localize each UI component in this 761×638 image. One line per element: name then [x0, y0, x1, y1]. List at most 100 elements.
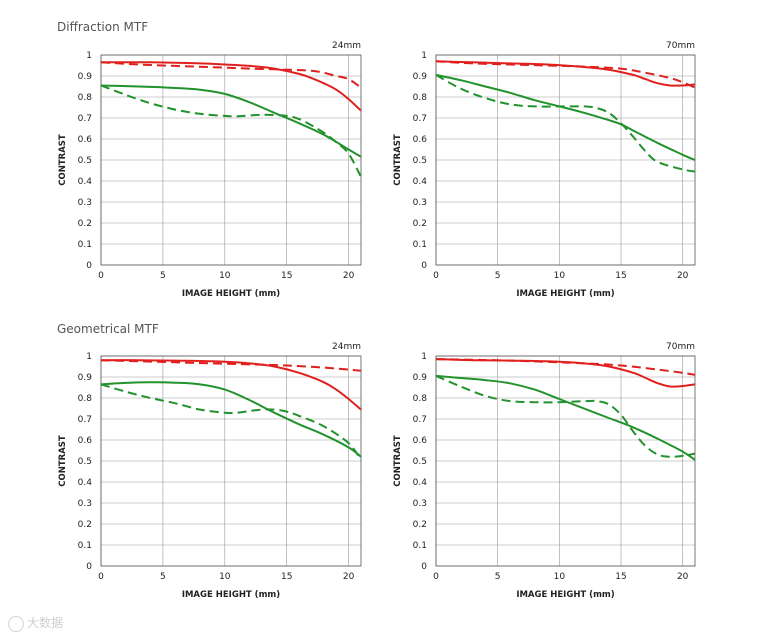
x-tick-label: 5 [160, 271, 166, 281]
mtf-chart-4: 00.10.20.30.40.50.60.70.80.910 5 10 15 20IMA… [393, 342, 696, 600]
y-tick-label: 0.5 [413, 457, 427, 467]
y-tick-label: 0.7 [413, 415, 427, 425]
series-line-green-dashed [435, 74, 696, 173]
y-tick-label: 0.3 [78, 198, 92, 208]
x-tick-label: 10 [219, 572, 231, 582]
y-tick-label: 0.7 [413, 114, 427, 124]
y-tick-label: 0.1 [78, 541, 92, 551]
series-line-red-dashed [435, 358, 696, 376]
y-tick-label: 0.5 [78, 156, 92, 166]
watermark-text: 大数据 [27, 616, 64, 630]
y-tick-label: 0.4 [413, 177, 428, 187]
x-tick-label: 15 [615, 572, 626, 582]
y-tick-label: 0.1 [413, 240, 427, 250]
y-tick-label: 0.3 [413, 198, 427, 208]
y-tick-label: 1 [421, 51, 427, 61]
y-tick-label: 0 [421, 562, 427, 572]
y-tick-label: 0.5 [413, 156, 427, 166]
series-line-red-solid [435, 60, 696, 87]
x-tick-label: 5 [495, 572, 501, 582]
y-tick-label: 0 [421, 261, 427, 271]
x-tick-label: 15 [281, 271, 292, 281]
y-tick-label: 0 [86, 562, 92, 572]
y-tick-label: 0.3 [78, 499, 92, 509]
watermark: 大数据 [8, 614, 63, 632]
plot-frame [100, 54, 362, 266]
y-tick-label: 0.8 [413, 394, 428, 404]
y-tick-label: 0.8 [78, 93, 93, 103]
y-axis-label: CONTRAST [58, 134, 68, 186]
y-tick-label: 1 [86, 352, 92, 362]
y-tick-label: 0.6 [78, 135, 93, 145]
y-tick-label: 0.6 [78, 436, 93, 446]
x-tick-label: 5 [495, 271, 501, 281]
x-tick-label: 0 [98, 572, 104, 582]
focal-length-label: 24mm [332, 41, 361, 51]
y-tick-label: 0 [86, 261, 92, 271]
y-axis-label: CONTRAST [393, 134, 403, 186]
x-axis-label: IMAGE HEIGHT (mm) [516, 289, 614, 299]
series-line-red-solid [101, 61, 362, 112]
y-tick-label: 1 [86, 51, 92, 61]
y-tick-label: 0.2 [78, 520, 92, 530]
x-tick-label: 20 [677, 572, 689, 582]
x-axis-label: IMAGE HEIGHT (mm) [182, 289, 280, 299]
series-line-red-solid [100, 359, 362, 411]
x-tick-label: 15 [615, 271, 626, 281]
plot-frame [100, 355, 362, 567]
y-tick-label: 0.9 [413, 373, 428, 383]
mtf-chart-1: 00.10.20.30.40.50.60.70.80.910 5 10 15 20IMA… [58, 41, 362, 299]
series-line-green-solid [100, 381, 362, 458]
y-tick-label: 0.1 [413, 541, 427, 551]
y-tick-label: 0.4 [78, 177, 93, 187]
y-axis-label: CONTRAST [58, 435, 68, 487]
y-tick-label: 0.2 [78, 219, 92, 229]
mtf-chart-3: 00.10.20.30.40.50.60.70.80.910 5 10 15 20IMA… [58, 342, 362, 600]
x-tick-label: 0 [433, 271, 439, 281]
x-axis-label: IMAGE HEIGHT (mm) [182, 590, 280, 600]
focal-length-label: 70mm [666, 342, 695, 352]
watermark-logo-icon [8, 615, 24, 632]
series-line-red-dashed [435, 60, 696, 89]
series-line-red-dashed [100, 359, 362, 372]
y-tick-label: 0.4 [413, 478, 428, 488]
y-tick-label: 0.5 [78, 457, 92, 467]
y-tick-label: 0.7 [78, 415, 92, 425]
x-tick-label: 0 [433, 572, 439, 582]
x-tick-label: 20 [343, 572, 355, 582]
y-tick-label: 0.9 [78, 72, 93, 82]
y-tick-label: 0.2 [413, 520, 427, 530]
x-tick-label: 10 [554, 271, 566, 281]
y-tick-label: 0.6 [413, 436, 428, 446]
mtf-chart-2: 00.10.20.30.40.50.60.70.80.910 5 10 15 20IMA… [393, 41, 696, 299]
x-tick-label: 10 [219, 271, 231, 281]
y-axis-label: CONTRAST [393, 435, 403, 487]
plot-frame [435, 355, 696, 567]
series-line-green-dashed [100, 84, 362, 178]
x-tick-label: 5 [160, 572, 166, 582]
y-tick-label: 0.6 [413, 135, 428, 145]
y-tick-label: 0.1 [78, 240, 92, 250]
focal-length-label: 70mm [666, 41, 695, 51]
y-tick-label: 1 [421, 352, 427, 362]
x-tick-label: 15 [281, 572, 292, 582]
section-title-diffraction: Diffraction MTF [57, 20, 149, 34]
x-tick-label: 20 [343, 271, 355, 281]
x-tick-label: 0 [98, 271, 104, 281]
focal-length-label: 24mm [332, 342, 361, 352]
series-line-green-solid [100, 84, 362, 158]
y-tick-label: 0.8 [413, 93, 428, 103]
y-tick-label: 0.4 [78, 478, 93, 488]
y-tick-label: 0.9 [78, 373, 93, 383]
section-title-geometrical: Geometrical MTF [57, 322, 159, 336]
series-line-green-solid [435, 73, 696, 161]
y-tick-label: 0.7 [78, 114, 92, 124]
series-line-green-solid [435, 374, 696, 461]
y-tick-label: 0.3 [413, 499, 427, 509]
y-tick-label: 0.8 [78, 394, 93, 404]
series-line-red-dashed [100, 61, 362, 89]
x-tick-label: 20 [677, 271, 689, 281]
y-tick-label: 0.2 [413, 219, 427, 229]
x-axis-label: IMAGE HEIGHT (mm) [516, 590, 614, 600]
